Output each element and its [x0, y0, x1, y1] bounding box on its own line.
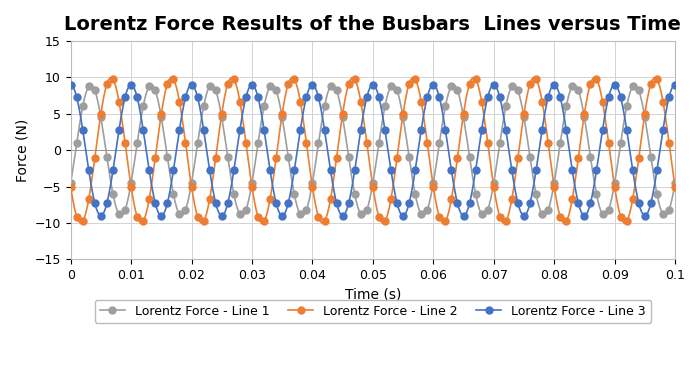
Lorentz Force - Line 2	[145, 197, 153, 201]
Lorentz Force - Line 1	[671, 181, 679, 185]
Lorentz Force - Line 3	[66, 82, 75, 87]
Lorentz Force - Line 1	[148, 83, 156, 87]
Lorentz Force - Line 2	[399, 112, 407, 116]
Lorentz Force - Line 2	[671, 184, 679, 189]
Lorentz Force - Line 3	[454, 201, 462, 205]
Lorentz Force - Line 1	[116, 213, 125, 218]
Lorentz Force - Line 2	[440, 221, 448, 225]
Lorentz Force - Line 1	[455, 93, 463, 98]
Lorentz Force - Line 3	[399, 213, 407, 218]
Lorentz Force - Line 3	[372, 86, 380, 90]
Lorentz Force - Line 3	[511, 186, 519, 191]
Lorentz Force - Line 3	[286, 194, 294, 199]
Lorentz Force - Line 1	[287, 174, 295, 179]
Lorentz Force - Line 2	[512, 167, 521, 171]
Line: Lorentz Force - Line 2: Lorentz Force - Line 2	[67, 74, 678, 226]
Y-axis label: Force (N): Force (N)	[15, 118, 29, 182]
Lorentz Force - Line 1	[400, 125, 409, 129]
Lorentz Force - Line 1	[512, 85, 521, 89]
Line: Lorentz Force - Line 1: Lorentz Force - Line 1	[67, 82, 678, 219]
Lorentz Force - Line 2	[66, 184, 75, 189]
X-axis label: Time (s): Time (s)	[344, 288, 401, 302]
Lorentz Force - Line 2	[228, 75, 237, 80]
Legend: Lorentz Force - Line 1, Lorentz Force - Line 2, Lorentz Force - Line 3: Lorentz Force - Line 1, Lorentz Force - …	[94, 300, 651, 323]
Lorentz Force - Line 2	[455, 144, 463, 149]
Lorentz Force - Line 3	[671, 82, 679, 87]
Lorentz Force - Line 2	[286, 78, 294, 82]
Lorentz Force - Line 1	[66, 181, 75, 185]
Line: Lorentz Force - Line 3: Lorentz Force - Line 3	[67, 81, 678, 219]
Lorentz Force - Line 1	[373, 151, 382, 156]
Lorentz Force - Line 2	[372, 202, 380, 207]
Title: Lorentz Force Results of the Busbars  Lines versus Time: Lorentz Force Results of the Busbars Lin…	[64, 15, 681, 34]
Lorentz Force - Line 1	[86, 83, 94, 87]
Lorentz Force - Line 3	[146, 178, 155, 182]
Lorentz Force - Line 3	[97, 213, 105, 218]
